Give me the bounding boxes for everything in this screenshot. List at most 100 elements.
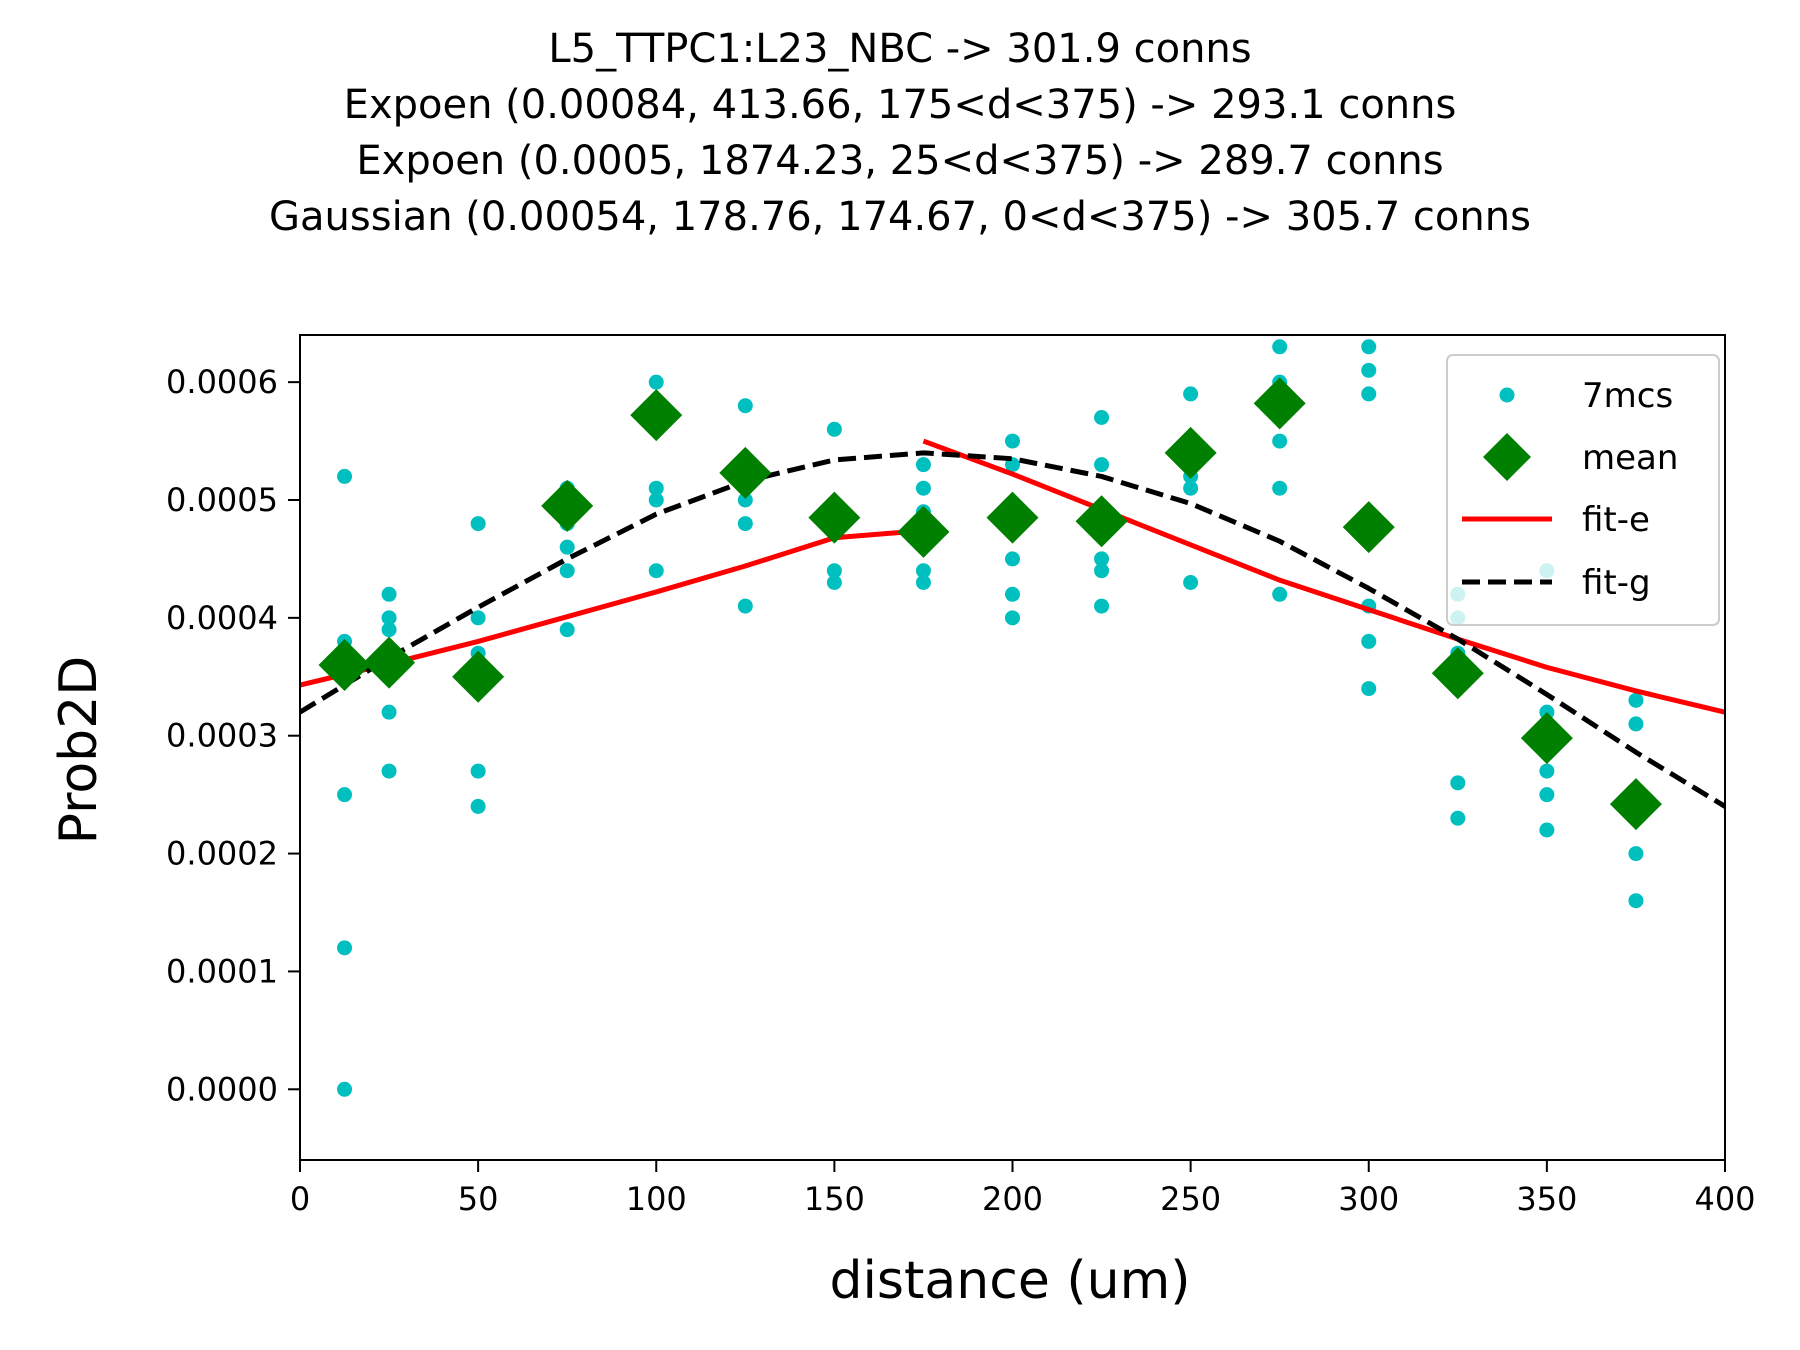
data-point-7mcs [470, 516, 486, 532]
data-point-7mcs [1361, 633, 1377, 649]
legend-label-mean: mean [1582, 438, 1678, 478]
x-tick-label: 0 [290, 1180, 310, 1218]
legend-label-fit-g: fit-g [1582, 563, 1651, 603]
data-point-mean [808, 491, 861, 544]
data-point-7mcs [1005, 610, 1020, 626]
data-point-7mcs [1361, 386, 1377, 402]
x-tick-label: 50 [458, 1180, 499, 1218]
data-point-7mcs [1628, 846, 1644, 862]
data-point-7mcs [559, 563, 575, 579]
fit-g-line [300, 450, 1725, 809]
data-point-7mcs [826, 563, 842, 579]
x-tick-label: 100 [626, 1180, 687, 1218]
plot-frame [299, 334, 1726, 1161]
y-tick-label: 0.0002 [166, 835, 278, 873]
x-tick-label: 150 [804, 1180, 865, 1218]
data-point-mean [452, 650, 505, 703]
data-point-7mcs [648, 480, 664, 496]
legend-label-fit-e: fit-e [1582, 500, 1650, 540]
x-tick-label: 250 [1160, 1180, 1221, 1218]
y-axis-label: Prob2D [49, 656, 109, 845]
data-point-7mcs [1005, 433, 1020, 449]
data-point-7mcs [1272, 586, 1288, 602]
data-point-mean [1075, 495, 1128, 548]
data-point-7mcs [1539, 763, 1555, 779]
y-tick-label: 0.0001 [166, 952, 278, 990]
data-point-7mcs [381, 763, 397, 779]
data-point-7mcs [826, 575, 842, 590]
data-point-7mcs [337, 468, 353, 484]
data-point-7mcs [1361, 681, 1377, 697]
y-tick-label: 0.0004 [166, 599, 278, 637]
data-point-7mcs [915, 563, 931, 579]
legend-box [1446, 354, 1720, 626]
x-tick-label: 350 [1516, 1180, 1577, 1218]
series-mean [318, 377, 1662, 831]
data-point-7mcs [1272, 480, 1288, 496]
data-point-7mcs [1539, 787, 1555, 803]
y-axis-ticks: 0.0000 0.0001 0.0002 0.0003 0.0004 0.0005 0.00… [166, 363, 300, 1108]
legend-marker-7mcs [1499, 387, 1515, 403]
data-point-7mcs [559, 539, 575, 555]
data-point-7mcs [470, 798, 486, 814]
data-point-mean [541, 479, 594, 532]
data-point-7mcs [1361, 362, 1377, 378]
data-point-mean [363, 636, 416, 689]
data-point-7mcs [470, 763, 486, 779]
y-tick-label: 0.0000 [166, 1070, 278, 1108]
x-tick-label: 200 [982, 1180, 1043, 1218]
legend-label-7mcs: 7mcs [1582, 376, 1673, 416]
series-fit-g [300, 450, 1725, 809]
data-point-7mcs [1094, 598, 1110, 614]
title-line-4: Gaussian (0.00054, 178.76, 174.67, 0<d<3… [269, 194, 1531, 240]
title-line-3: Expoen (0.0005, 1874.23, 25<d<375) -> 28… [356, 138, 1443, 184]
data-point-7mcs [1628, 716, 1644, 732]
data-point-7mcs [737, 398, 753, 414]
legend-marker-mean [1483, 433, 1531, 481]
data-point-mean [1342, 501, 1395, 554]
data-point-7mcs [1183, 480, 1199, 496]
data-point-7mcs [915, 575, 931, 590]
data-point-7mcs [381, 610, 397, 626]
data-point-7mcs [559, 622, 575, 638]
data-point-7mcs [1094, 457, 1110, 473]
data-point-7mcs [1628, 692, 1644, 708]
data-point-7mcs [1005, 551, 1020, 567]
data-point-mean [1431, 647, 1484, 700]
data-point-7mcs [737, 516, 753, 532]
data-point-mean [719, 446, 772, 499]
data-point-7mcs [337, 940, 353, 956]
data-point-7mcs [1183, 575, 1199, 590]
title-line-2: Expoen (0.00084, 413.66, 175<d<375) -> 2… [344, 82, 1457, 128]
y-tick-label: 0.0005 [166, 481, 278, 519]
x-tick-label: 400 [1694, 1180, 1755, 1218]
plot-area [300, 339, 1725, 1097]
data-point-7mcs [1183, 386, 1199, 402]
data-point-7mcs [381, 586, 397, 602]
data-point-mean [1609, 778, 1662, 831]
data-point-7mcs [915, 480, 931, 496]
chart-title: L5_TTPC1:L23_NBC -> 301.9 conns Expoen (… [269, 26, 1531, 240]
data-point-7mcs [826, 421, 842, 437]
data-point-mean [1164, 426, 1217, 479]
data-point-mean [1520, 712, 1573, 765]
legend: 7mcs mean fit-e fit-g [1446, 354, 1720, 626]
data-point-7mcs [337, 1081, 353, 1097]
data-point-7mcs [1450, 775, 1466, 791]
data-point-7mcs [1539, 822, 1555, 838]
data-point-7mcs [1094, 551, 1110, 567]
data-point-7mcs [1361, 339, 1377, 355]
data-point-7mcs [1094, 563, 1110, 579]
data-point-mean [1253, 377, 1306, 430]
x-tick-label: 300 [1338, 1180, 1399, 1218]
data-point-7mcs [737, 598, 753, 614]
data-point-7mcs [915, 457, 931, 473]
x-axis-label: distance (um) [829, 1251, 1190, 1311]
data-point-7mcs [1450, 810, 1466, 826]
data-point-mean [318, 639, 371, 691]
y-tick-label: 0.0006 [166, 363, 278, 401]
data-point-7mcs [470, 610, 486, 626]
data-point-7mcs [381, 704, 397, 720]
data-point-7mcs [1005, 586, 1020, 602]
